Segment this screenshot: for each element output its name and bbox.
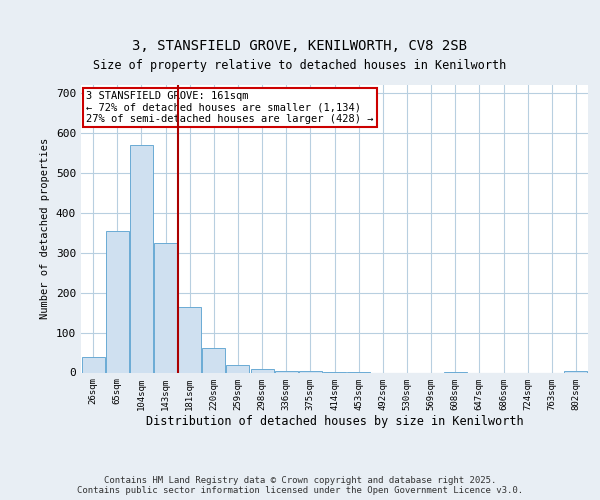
Bar bbox=[130, 145, 153, 372]
Bar bbox=[106, 230, 128, 372]
Bar bbox=[82, 356, 104, 372]
Text: Size of property relative to detached houses in Kenilworth: Size of property relative to detached ho… bbox=[94, 60, 506, 72]
Text: 3, STANSFIELD GROVE, KENILWORTH, CV8 2SB: 3, STANSFIELD GROVE, KENILWORTH, CV8 2SB bbox=[133, 38, 467, 52]
Bar bbox=[178, 306, 201, 372]
Bar bbox=[275, 370, 298, 372]
X-axis label: Distribution of detached houses by size in Kenilworth: Distribution of detached houses by size … bbox=[146, 415, 523, 428]
Y-axis label: Number of detached properties: Number of detached properties bbox=[40, 138, 50, 320]
Text: 3 STANSFIELD GROVE: 161sqm
← 72% of detached houses are smaller (1,134)
27% of s: 3 STANSFIELD GROVE: 161sqm ← 72% of deta… bbox=[86, 91, 374, 124]
Bar bbox=[251, 370, 274, 372]
Bar bbox=[202, 348, 225, 372]
Bar bbox=[154, 242, 177, 372]
Text: Contains HM Land Registry data © Crown copyright and database right 2025.
Contai: Contains HM Land Registry data © Crown c… bbox=[77, 476, 523, 495]
Bar bbox=[226, 364, 250, 372]
